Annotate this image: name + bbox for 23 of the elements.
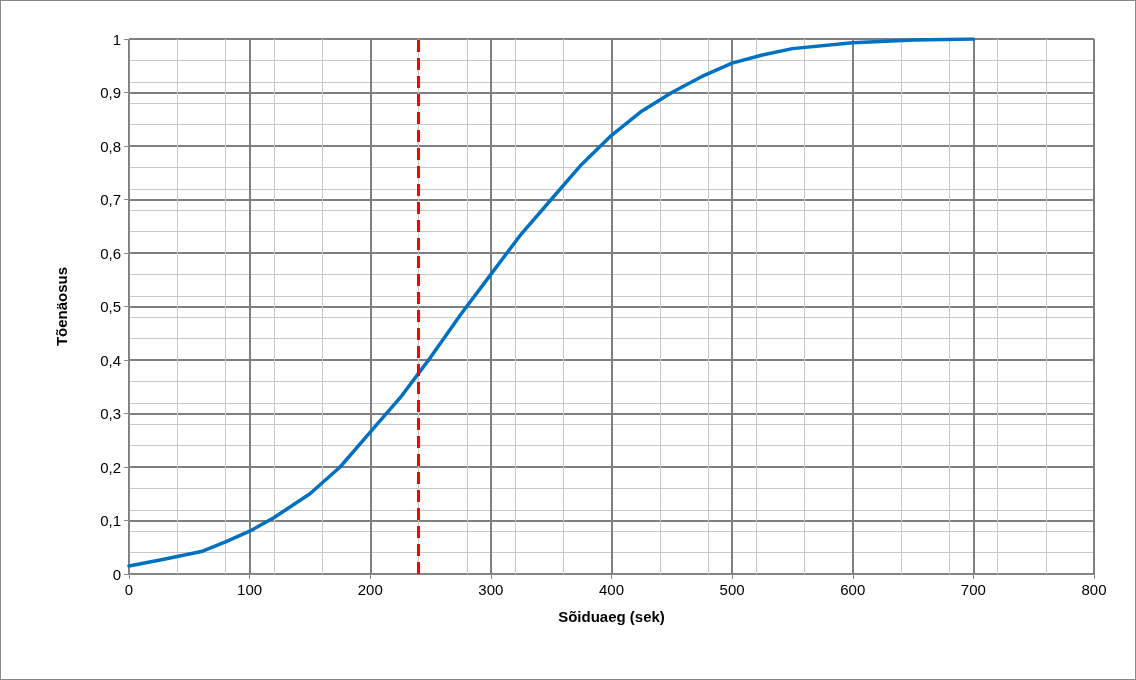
y-tick-label: 0,9: [100, 84, 121, 101]
y-tick-label: 0,5: [100, 298, 121, 315]
y-tick-label: 0,4: [100, 351, 121, 369]
x-tick-label: 600: [840, 581, 866, 598]
x-tick-label: 400: [598, 581, 625, 598]
y-tick-label: 0,2: [100, 458, 121, 476]
y-axis-title: Tõenäosus: [53, 266, 70, 347]
y-tick-label: 0,8: [100, 137, 121, 155]
x-tick-label: 500: [719, 581, 745, 598]
x-tick-label: 300: [478, 581, 504, 598]
y-tick-label: 0,6: [100, 244, 121, 262]
x-tick-label: 0: [124, 581, 134, 598]
x-tick-label: 700: [960, 581, 986, 598]
y-tick-label: 0: [112, 565, 121, 583]
x-tick-label: 200: [357, 581, 383, 598]
x-tick-label: 100: [237, 581, 263, 598]
y-tick-label: 0,7: [100, 191, 121, 208]
y-tick-label: 1: [112, 30, 121, 48]
y-tick-label: 0,3: [100, 405, 121, 422]
x-tick-label: 800: [1081, 581, 1107, 598]
y-tick-label: 0,1: [100, 512, 121, 529]
x-axis-title: Sõiduaeg (sek): [558, 608, 665, 625]
line-series: [127, 37, 976, 568]
